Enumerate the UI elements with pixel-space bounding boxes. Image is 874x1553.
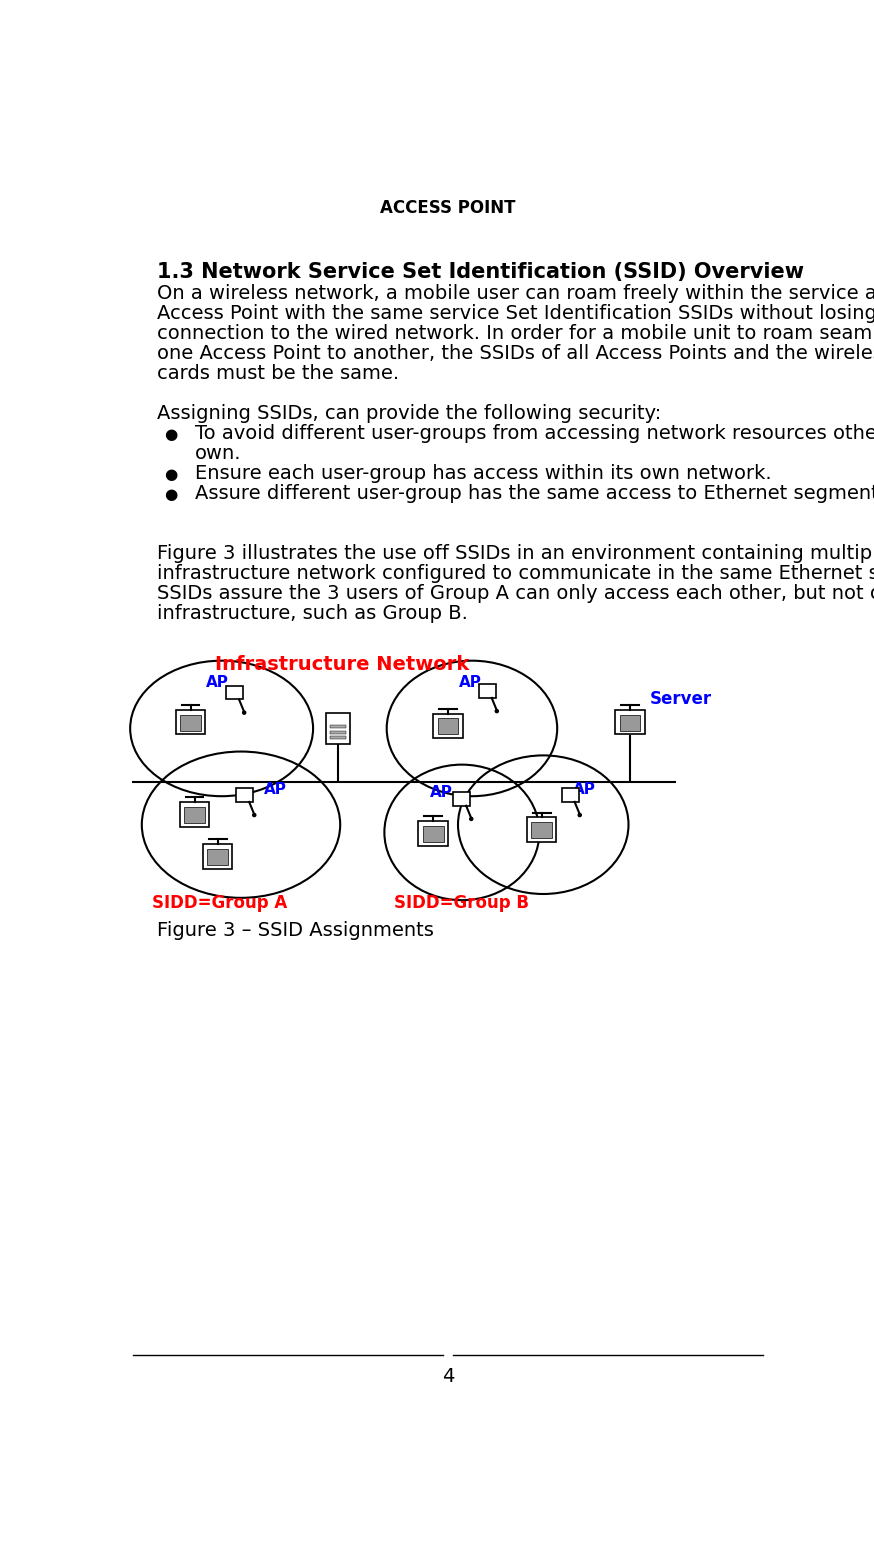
Bar (454, 792, 470, 806)
Circle shape (496, 710, 498, 713)
Bar (620, 714, 641, 730)
Text: SIDD=Group B: SIDD=Group B (394, 895, 530, 912)
Bar (329, 730, 346, 733)
Text: one Access Point to another, the SSIDs of all Access Points and the wireless LAN: one Access Point to another, the SSIDs o… (156, 345, 874, 363)
Bar (615, 710, 645, 735)
Text: ●: ● (163, 427, 177, 441)
Bar (184, 808, 205, 823)
Text: Assigning SSIDs, can provide the following security:: Assigning SSIDs, can provide the followi… (156, 404, 661, 424)
Text: cards must be the same.: cards must be the same. (156, 365, 399, 384)
Text: infrastructure network configured to communicate in the same Ethernet segment.: infrastructure network configured to com… (156, 564, 874, 584)
Bar (180, 714, 201, 730)
Bar (531, 823, 552, 839)
Text: Ensure each user-group has access within its own network.: Ensure each user-group has access within… (195, 464, 772, 483)
Circle shape (469, 817, 473, 820)
Bar (434, 713, 462, 738)
Text: Infrastructure Network: Infrastructure Network (215, 655, 468, 674)
Text: 1.3 Network Service Set Identification (SSID) Overview: 1.3 Network Service Set Identification (… (156, 262, 803, 281)
Text: AP: AP (572, 783, 595, 797)
Text: AP: AP (264, 783, 288, 797)
Text: ●: ● (163, 466, 177, 481)
Bar (203, 845, 232, 870)
Text: To avoid different user-groups from accessing network resources other than their: To avoid different user-groups from acce… (195, 424, 874, 443)
Text: Figure 3 – SSID Assignments: Figure 3 – SSID Assignments (156, 921, 434, 940)
Bar (207, 849, 228, 865)
Bar (423, 826, 443, 842)
Bar (479, 683, 496, 697)
Text: SSIDs assure the 3 users of Group A can only access each other, but not other: SSIDs assure the 3 users of Group A can … (156, 584, 874, 604)
Bar (236, 787, 253, 801)
Bar (329, 725, 346, 728)
Circle shape (579, 814, 581, 817)
Text: SIDD=Group A: SIDD=Group A (152, 895, 288, 912)
Text: Server: Server (650, 690, 712, 708)
Text: own.: own. (195, 444, 242, 463)
Bar (329, 736, 346, 739)
Text: 4: 4 (441, 1367, 454, 1385)
Bar (527, 817, 557, 842)
Bar (438, 719, 458, 735)
Bar (176, 710, 205, 735)
Bar (180, 801, 209, 826)
Circle shape (253, 814, 256, 817)
Bar (226, 685, 243, 699)
Text: ●: ● (163, 486, 177, 502)
Bar (562, 787, 579, 801)
Text: Assure different user-group has the same access to Ethernet segment.: Assure different user-group has the same… (195, 485, 874, 503)
Text: Figure 3 illustrates the use off SSIDs in an environment containing multiple: Figure 3 illustrates the use off SSIDs i… (156, 545, 874, 564)
Text: AP: AP (206, 674, 229, 690)
Bar (419, 822, 448, 846)
Text: connection to the wired network. In order for a mobile unit to roam seamlessly f: connection to the wired network. In orde… (156, 325, 874, 343)
Text: Access Point with the same service Set Identification SSIDs without losing: Access Point with the same service Set I… (156, 304, 874, 323)
Bar (326, 713, 350, 744)
Text: infrastructure, such as Group B.: infrastructure, such as Group B. (156, 604, 468, 623)
Text: On a wireless network, a mobile user can roam freely within the service area of : On a wireless network, a mobile user can… (156, 284, 874, 303)
Text: AP: AP (429, 784, 453, 800)
Circle shape (243, 711, 246, 714)
Text: AP: AP (459, 674, 482, 690)
Text: ACCESS POINT: ACCESS POINT (380, 199, 516, 217)
